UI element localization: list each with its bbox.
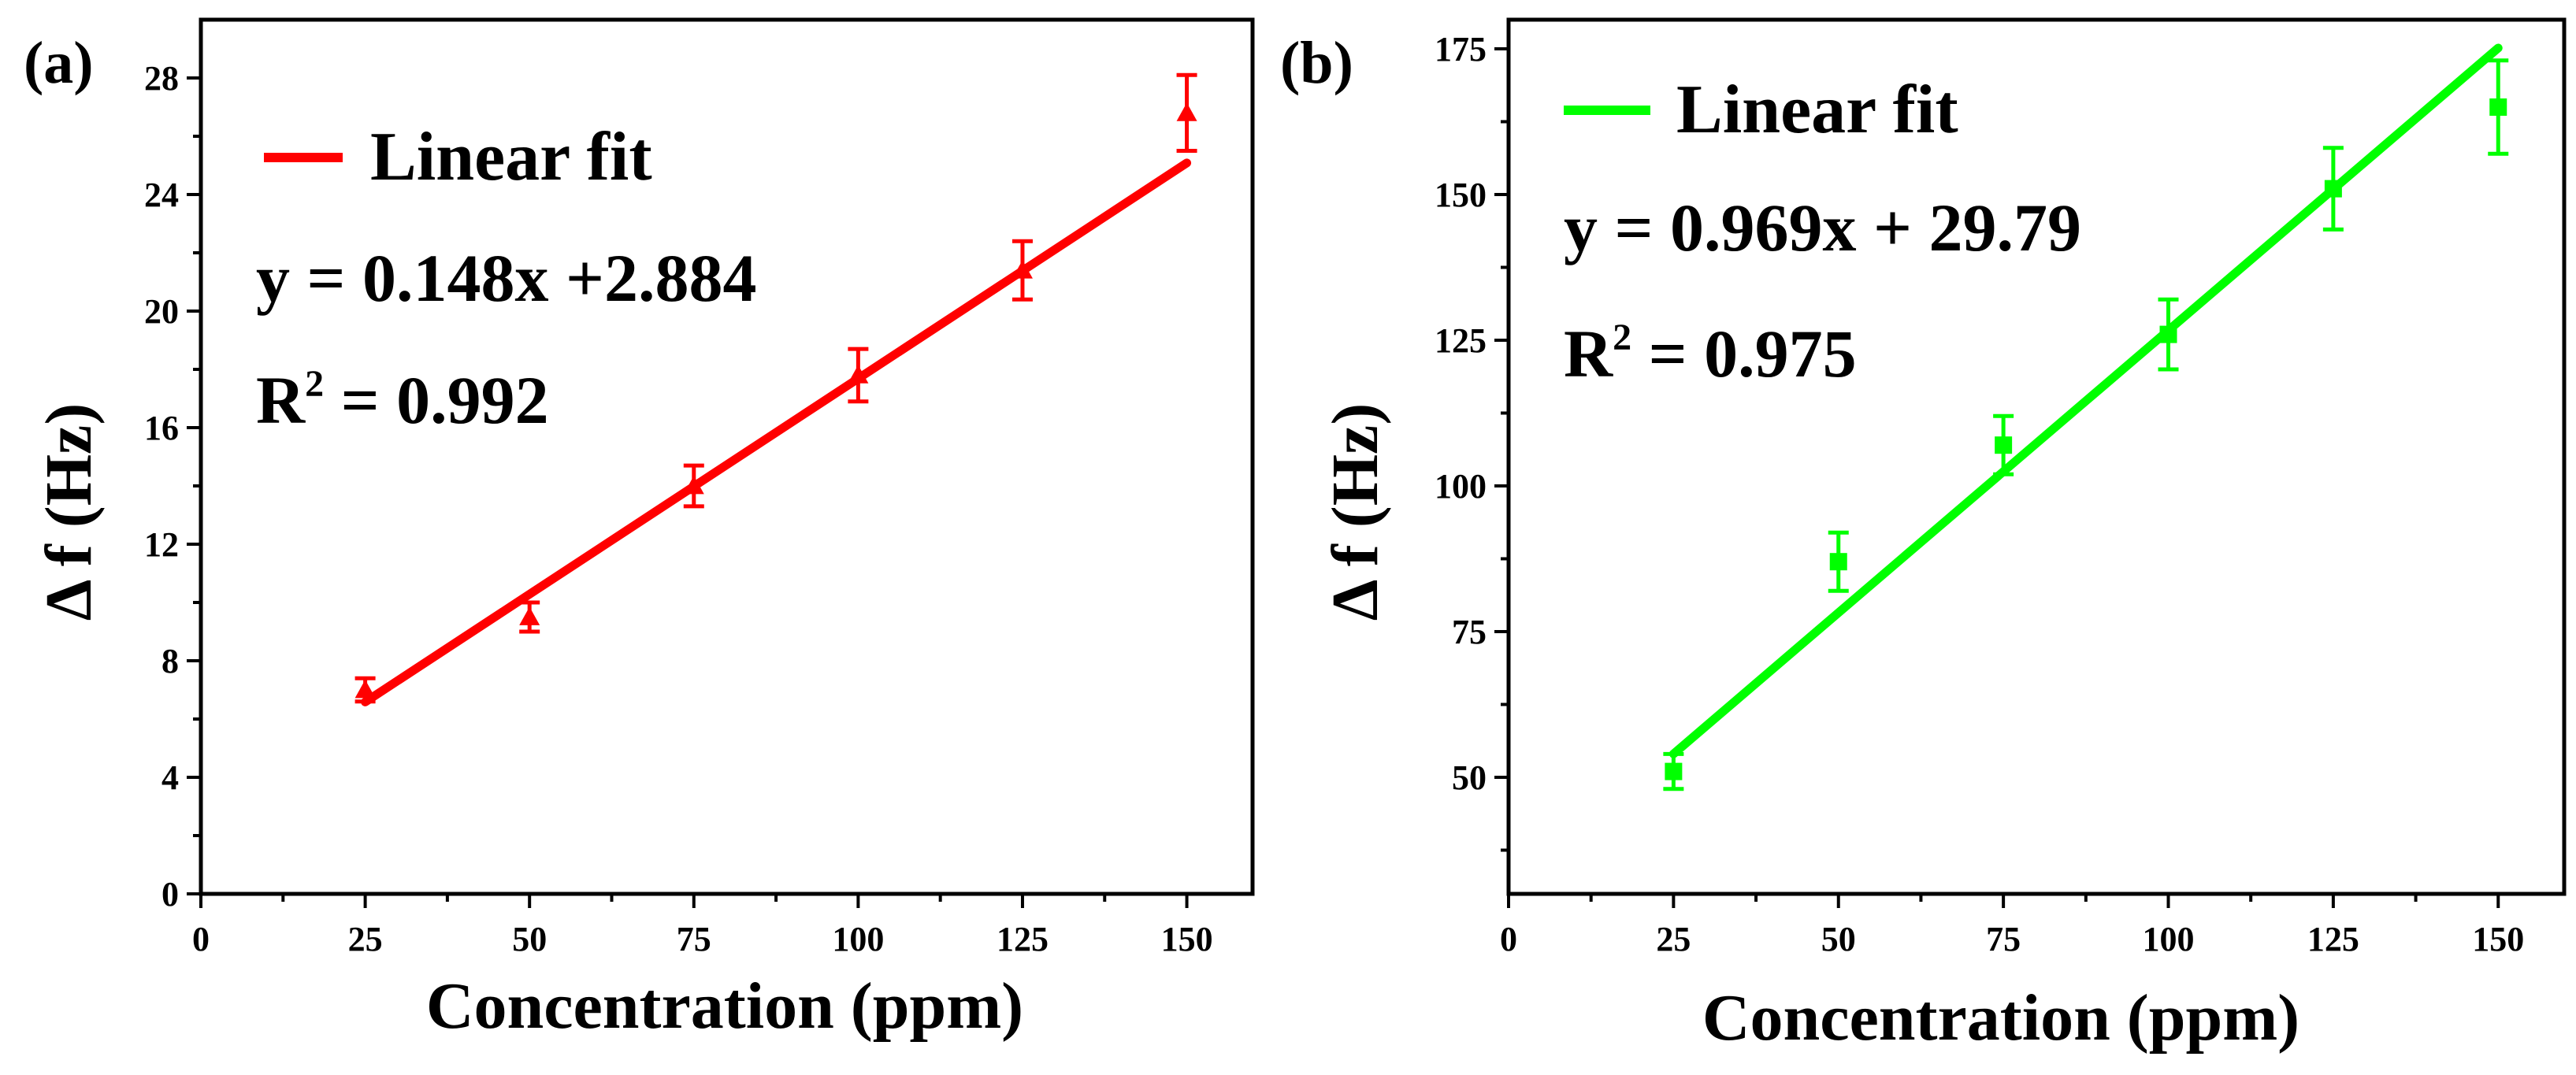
r-squared-sup: 2 bbox=[1613, 317, 1631, 358]
y-axis-title: Δ f (Hz) bbox=[1319, 403, 1392, 621]
plot-frame bbox=[199, 17, 1255, 896]
y-tick-label: 12 bbox=[144, 525, 179, 564]
x-tick-label: 100 bbox=[832, 920, 884, 958]
chart-panel-b: (b) Linear fit y = 0.969x + 29.79 R2 = 0… bbox=[1280, 17, 2567, 1055]
r-squared: R2 = 0.992 bbox=[256, 362, 549, 438]
data-point bbox=[2159, 325, 2177, 343]
y-tick-label: 20 bbox=[144, 292, 179, 331]
y-tick-label: 16 bbox=[144, 409, 179, 447]
x-tick-label: 0 bbox=[1500, 920, 1517, 958]
r-squared-prefix: R bbox=[256, 362, 306, 438]
fit-equation: y = 0.969x + 29.79 bbox=[1564, 190, 2081, 265]
r-squared: R2 = 0.975 bbox=[1564, 316, 1857, 391]
y-tick-label: 175 bbox=[1435, 30, 1487, 69]
x-tick-label: 100 bbox=[2143, 920, 2195, 958]
data-point bbox=[354, 680, 376, 699]
x-tick-label: 25 bbox=[1656, 920, 1691, 958]
x-tick-label: 125 bbox=[997, 920, 1049, 958]
data-point bbox=[1665, 762, 1683, 780]
x-axis-title: Concentration (ppm) bbox=[1702, 981, 2299, 1055]
y-axis-title: Δ f (Hz) bbox=[32, 403, 106, 621]
x-tick-label: 25 bbox=[348, 920, 383, 958]
x-tick-label: 125 bbox=[2307, 920, 2359, 958]
legend-label: Linear fit bbox=[370, 119, 652, 195]
y-tick-label: 8 bbox=[161, 642, 179, 680]
y-tick-label: 75 bbox=[1452, 613, 1487, 651]
data-point bbox=[1176, 102, 1197, 121]
y-tick-label: 0 bbox=[161, 875, 179, 914]
panel-label: (b) bbox=[1280, 30, 1353, 96]
data-point bbox=[683, 476, 704, 495]
data-point bbox=[848, 365, 869, 384]
r-squared-value: = 0.992 bbox=[324, 362, 549, 438]
x-tick-label: 50 bbox=[1821, 920, 1856, 958]
data-point bbox=[2324, 180, 2342, 198]
y-tick-label: 4 bbox=[161, 758, 179, 797]
r-squared-value: = 0.975 bbox=[1631, 316, 1857, 391]
plot-frame bbox=[1506, 17, 2567, 896]
r-squared-sup: 2 bbox=[305, 363, 324, 405]
y-tick-label: 24 bbox=[144, 176, 179, 214]
legend-label: Linear fit bbox=[1676, 72, 1958, 148]
y-tick-label: 125 bbox=[1435, 321, 1487, 360]
x-tick-label: 150 bbox=[1161, 920, 1213, 958]
x-axis-title: Concentration (ppm) bbox=[426, 969, 1023, 1043]
fit-line bbox=[1668, 43, 2503, 758]
fit-line bbox=[361, 158, 1192, 706]
x-tick-label: 50 bbox=[512, 920, 547, 958]
data-point bbox=[2489, 98, 2507, 116]
x-tick-label: 150 bbox=[2472, 920, 2524, 958]
r-squared-prefix: R bbox=[1564, 316, 1613, 391]
data-point bbox=[519, 606, 540, 625]
y-tick-label: 28 bbox=[144, 59, 179, 98]
y-tick-label: 100 bbox=[1435, 467, 1487, 506]
x-tick-label: 0 bbox=[192, 920, 210, 958]
x-tick-label: 75 bbox=[1986, 920, 2021, 958]
chart-panel-a: (a) Linear fit y = 0.148x +2.884 R2 = 0.… bbox=[24, 17, 1255, 1043]
data-point bbox=[1995, 436, 2013, 454]
y-tick-label: 150 bbox=[1435, 176, 1487, 214]
panel-label: (a) bbox=[24, 30, 94, 96]
data-point bbox=[1011, 260, 1033, 279]
data-point bbox=[1829, 553, 1847, 571]
x-tick-label: 75 bbox=[677, 920, 711, 958]
y-tick-label: 50 bbox=[1452, 758, 1487, 797]
fit-equation: y = 0.148x +2.884 bbox=[256, 240, 757, 316]
